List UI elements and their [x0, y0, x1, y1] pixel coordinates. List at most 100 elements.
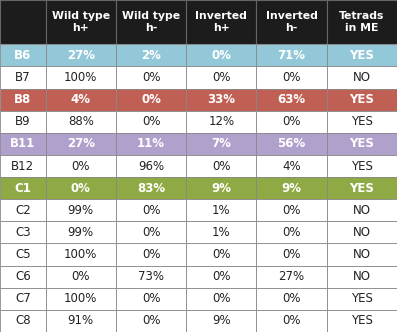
Text: 0%: 0% — [212, 270, 231, 283]
Bar — [327, 221, 397, 243]
Text: 2%: 2% — [141, 49, 161, 62]
Bar — [256, 89, 327, 111]
Bar — [116, 243, 186, 266]
Bar — [327, 155, 397, 177]
Text: 73%: 73% — [138, 270, 164, 283]
Text: Inverted
h-: Inverted h- — [266, 11, 318, 33]
Bar — [46, 243, 116, 266]
Text: 0%: 0% — [142, 115, 160, 128]
Text: YES: YES — [351, 115, 373, 128]
Bar — [0, 310, 46, 332]
Text: C1: C1 — [14, 182, 31, 195]
Bar — [327, 310, 397, 332]
Bar — [116, 133, 186, 155]
Text: 7%: 7% — [211, 137, 231, 150]
Bar — [46, 133, 116, 155]
Bar — [186, 221, 256, 243]
Bar — [116, 66, 186, 89]
Text: B11: B11 — [10, 137, 35, 150]
Text: 9%: 9% — [281, 182, 302, 195]
Text: 0%: 0% — [212, 248, 231, 261]
Text: YES: YES — [349, 49, 374, 62]
Text: C2: C2 — [15, 204, 31, 217]
Bar — [256, 177, 327, 199]
Text: 9%: 9% — [212, 314, 231, 327]
Bar — [327, 111, 397, 133]
Bar — [256, 66, 327, 89]
Text: 1%: 1% — [212, 204, 231, 217]
Text: C6: C6 — [15, 270, 31, 283]
Bar — [327, 288, 397, 310]
Bar — [256, 0, 327, 44]
Bar — [327, 89, 397, 111]
Text: Wild type
h-: Wild type h- — [122, 11, 180, 33]
Text: NO: NO — [353, 226, 371, 239]
Text: 11%: 11% — [137, 137, 165, 150]
Text: YES: YES — [349, 137, 374, 150]
Text: 0%: 0% — [142, 314, 160, 327]
Text: C3: C3 — [15, 226, 31, 239]
Text: 96%: 96% — [138, 159, 164, 173]
Bar — [46, 89, 116, 111]
Text: 99%: 99% — [68, 204, 94, 217]
Text: Inverted
h+: Inverted h+ — [195, 11, 247, 33]
Bar — [0, 221, 46, 243]
Bar — [116, 310, 186, 332]
Bar — [46, 66, 116, 89]
Bar — [116, 89, 186, 111]
Text: 0%: 0% — [282, 314, 301, 327]
Bar — [46, 310, 116, 332]
Text: 27%: 27% — [67, 137, 95, 150]
Text: 0%: 0% — [71, 182, 91, 195]
Bar — [186, 243, 256, 266]
Bar — [46, 199, 116, 221]
Bar — [116, 177, 186, 199]
Text: YES: YES — [349, 182, 374, 195]
Bar — [186, 155, 256, 177]
Text: 0%: 0% — [71, 159, 90, 173]
Text: 0%: 0% — [142, 204, 160, 217]
Bar — [116, 44, 186, 66]
Bar — [0, 155, 46, 177]
Text: 0%: 0% — [282, 204, 301, 217]
Bar — [186, 111, 256, 133]
Text: 88%: 88% — [68, 115, 94, 128]
Text: 1%: 1% — [212, 226, 231, 239]
Text: 63%: 63% — [278, 93, 306, 106]
Text: YES: YES — [351, 314, 373, 327]
Bar — [116, 266, 186, 288]
Text: 0%: 0% — [282, 292, 301, 305]
Bar — [116, 221, 186, 243]
Bar — [256, 288, 327, 310]
Text: 9%: 9% — [211, 182, 231, 195]
Text: 0%: 0% — [212, 71, 231, 84]
Text: 0%: 0% — [211, 49, 231, 62]
Bar — [327, 243, 397, 266]
Bar — [116, 0, 186, 44]
Text: 0%: 0% — [282, 248, 301, 261]
Bar — [327, 0, 397, 44]
Text: 99%: 99% — [68, 226, 94, 239]
Bar — [0, 89, 46, 111]
Bar — [0, 133, 46, 155]
Bar — [186, 133, 256, 155]
Text: 4%: 4% — [282, 159, 301, 173]
Text: 33%: 33% — [207, 93, 235, 106]
Bar — [256, 266, 327, 288]
Text: C5: C5 — [15, 248, 31, 261]
Text: 12%: 12% — [208, 115, 234, 128]
Text: 100%: 100% — [64, 292, 98, 305]
Text: B7: B7 — [15, 71, 31, 84]
Text: 27%: 27% — [279, 270, 304, 283]
Text: 71%: 71% — [278, 49, 306, 62]
Bar — [116, 111, 186, 133]
Bar — [186, 310, 256, 332]
Bar — [327, 44, 397, 66]
Text: 0%: 0% — [282, 226, 301, 239]
Text: NO: NO — [353, 204, 371, 217]
Text: YES: YES — [349, 93, 374, 106]
Bar — [186, 66, 256, 89]
Text: NO: NO — [353, 248, 371, 261]
Text: YES: YES — [351, 159, 373, 173]
Bar — [116, 155, 186, 177]
